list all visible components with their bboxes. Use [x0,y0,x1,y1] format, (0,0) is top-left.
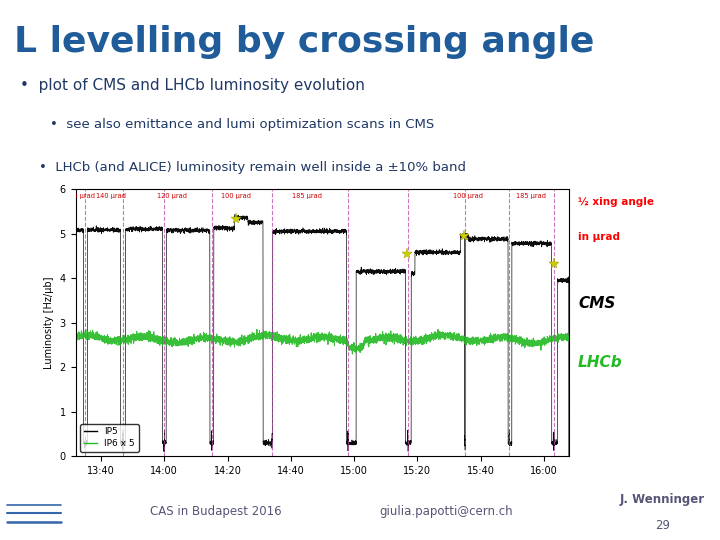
Text: •  see also emittance and lumi optimization scans in CMS: • see also emittance and lumi optimizati… [50,118,433,131]
Text: CMS: CMS [578,296,616,311]
Text: 100 μrad: 100 μrad [222,193,251,199]
Text: 29: 29 [655,519,670,532]
Text: •  plot of CMS and LHCb luminosity evolution: • plot of CMS and LHCb luminosity evolut… [20,78,365,93]
Text: 185 μrad: 185 μrad [516,193,546,199]
Text: 160 μrad: 160 μrad [66,193,95,199]
Text: ½ xing angle: ½ xing angle [578,197,654,207]
Text: •  LHCb (and ALICE) luminosity remain well inside a ±10% band: • LHCb (and ALICE) luminosity remain wel… [39,161,466,174]
Text: J. Wenninger: J. Wenninger [620,494,705,507]
Text: L levelling by crossing angle: L levelling by crossing angle [14,25,595,59]
Text: giulia.papotti@cern.ch: giulia.papotti@cern.ch [379,505,513,518]
Text: 100 μrad: 100 μrad [453,193,483,199]
Text: 140 μrad: 140 μrad [96,193,126,199]
Text: in μrad: in μrad [578,232,620,242]
Y-axis label: Luminosity [Hz/μb]: Luminosity [Hz/μb] [44,276,54,369]
Text: 120 μrad: 120 μrad [157,193,187,199]
Legend: IP5, IP6 x 5: IP5, IP6 x 5 [80,424,139,452]
Text: LHCb: LHCb [578,355,623,370]
Text: 185 μrad: 185 μrad [292,193,322,199]
Text: CAS in Budapest 2016: CAS in Budapest 2016 [150,505,282,518]
